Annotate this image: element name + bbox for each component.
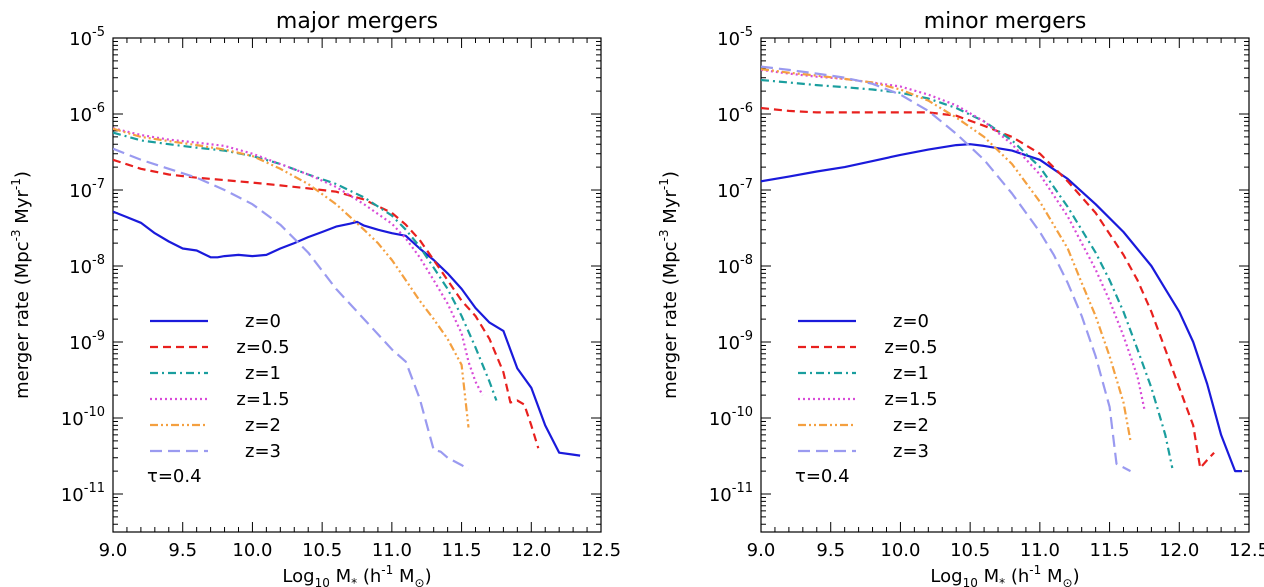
series-line-z1-5 — [761, 68, 1146, 410]
legend-label: z=0 — [245, 311, 281, 332]
series-line-z2 — [113, 127, 470, 428]
x-tick-label: 11.0 — [1020, 540, 1060, 561]
series-line-z3 — [113, 147, 470, 471]
series-line-z1 — [761, 78, 1174, 469]
legend-label: z=1 — [245, 363, 281, 384]
x-tick-label: 9.0 — [99, 540, 128, 561]
y-axis-label: merger rate (Mpc-3 Myr-1) — [657, 171, 681, 399]
y-tick-label: 10-10 — [61, 405, 105, 430]
y-tick-label: 10-7 — [717, 177, 753, 202]
x-tick-label: 9.5 — [816, 540, 845, 561]
x-tick-label: 12.5 — [1229, 540, 1264, 561]
y-tick-label: 10-6 — [717, 101, 753, 126]
legend-label: z=1 — [893, 363, 929, 384]
series-line-z2 — [761, 68, 1132, 442]
legend-label: z=2 — [893, 415, 929, 436]
legend-label: z=3 — [245, 441, 281, 462]
chart-title: major mergers — [276, 9, 438, 34]
x-axis-label: Log10 M* (h-1 M⊙) — [930, 563, 1079, 587]
series-group — [113, 127, 581, 471]
x-tick-label: 10.0 — [880, 540, 920, 561]
series-line-z1-5 — [113, 127, 484, 396]
y-tick-label: 10-5 — [69, 25, 105, 50]
x-tick-label: 10.0 — [232, 540, 272, 561]
legend-label: z=0.5 — [236, 337, 289, 358]
legend-label: z=1.5 — [236, 389, 289, 410]
x-tick-label: 11.5 — [1090, 540, 1130, 561]
y-tick-label: 10-9 — [69, 329, 105, 354]
chart-title: minor mergers — [924, 9, 1087, 34]
y-tick-label: 10-5 — [717, 25, 753, 50]
plot-frame — [760, 37, 1250, 533]
y-tick-label: 10-8 — [69, 253, 105, 278]
x-tick-label: 11.5 — [442, 540, 482, 561]
series-group — [761, 65, 1242, 473]
panel-minor-mergers: minor mergers 9.0 9.5 10.0 10.5 11.0 11.5 12.0 1… — [657, 9, 1264, 587]
x-axis-label: Log10 M* (h-1 M⊙) — [282, 563, 431, 587]
series-line-z0-5 — [113, 158, 540, 449]
tau-annotation: τ=0.4 — [147, 466, 202, 487]
y-axis-label: merger rate (Mpc-3 Myr-1) — [9, 171, 33, 399]
x-tick-label: 9.0 — [747, 540, 776, 561]
y-tick-label: 10-6 — [69, 101, 105, 126]
x-tick-label: 12.5 — [581, 540, 621, 561]
y-tick-label: 10-8 — [717, 253, 753, 278]
y-tick-label: 10-7 — [69, 177, 105, 202]
legend-label: z=2 — [245, 415, 281, 436]
y-tick-label: 10-9 — [717, 329, 753, 354]
series-line-z0 — [761, 143, 1242, 473]
legend-label: z=1.5 — [884, 389, 937, 410]
x-tick-label: 12.0 — [1159, 540, 1199, 561]
x-tick-label: 10.5 — [302, 540, 342, 561]
series-line-z1 — [113, 131, 498, 401]
y-tick-label: 10-10 — [709, 405, 753, 430]
y-tick-label: 10-11 — [709, 481, 753, 506]
x-tick-label: 10.5 — [950, 540, 990, 561]
legend-label: z=3 — [893, 441, 929, 462]
series-line-z0-5 — [761, 106, 1215, 470]
series-line-z0 — [113, 210, 581, 457]
x-tick-label: 12.0 — [511, 540, 551, 561]
tau-annotation: τ=0.4 — [795, 466, 850, 487]
legend-label: z=0.5 — [884, 337, 937, 358]
panel-major-mergers: major mergers 9.0 9.5 10.0 10.5 11.0 11.5 12.0 1… — [9, 9, 621, 587]
x-tick-label: 11.0 — [372, 540, 412, 561]
legend-label: z=0 — [893, 311, 929, 332]
x-tick-label: 9.5 — [168, 540, 197, 561]
series-line-z3 — [761, 65, 1132, 473]
plot-frame — [112, 37, 602, 533]
y-tick-label: 10-11 — [61, 481, 105, 506]
